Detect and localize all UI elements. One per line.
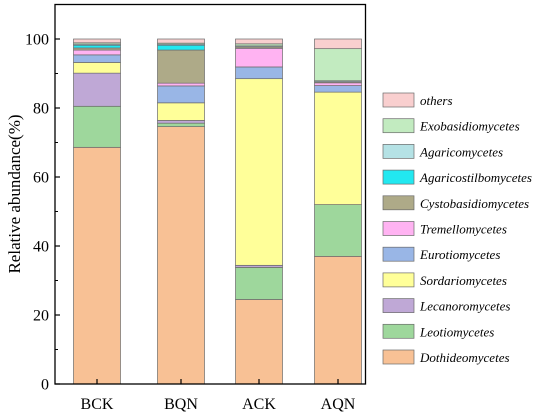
legend-label-cystobasidiomycetes: Cystobasidiomycetes [420,196,529,211]
legend-swatch-sordariomycetes [382,272,415,288]
y-tick-label: 60 [33,170,49,187]
bar-segment-bqn-dothideomycetes [157,126,205,385]
bar-segment-ack-dothideomycetes [235,299,283,385]
bar-segment-bck-agaricostilbomycetes [73,44,121,49]
axes [54,3,367,385]
bar-segment-aqn-leotiomycetes [314,204,362,257]
bar-segment-bck-tremellomycetes [73,49,121,56]
legend-label-others: others [420,93,453,108]
bar-segment-bqn-agaricostilbomycetes [157,44,205,51]
x-tick-label-bqn: BQN [164,396,198,413]
bars [73,38,362,385]
bar-segment-ack-leotiomycetes [235,267,283,300]
legend-label-tremellomycetes: Tremellomycetes [420,222,507,237]
bar-segment-aqn-tremellomycetes [314,82,362,86]
bar-segment-aqn-exobasidiomycetes [314,48,362,82]
bar-segment-ack-others [235,38,283,45]
x-axis-ticks: BCK BQN ACK AQN [81,379,356,413]
plot-frame [54,3,367,385]
legend-swatch-dothideomycetes [382,349,415,365]
y-tick-label: 100 [25,32,49,49]
legend-label-eurotiomycetes: Eurotiomycetes [419,247,500,262]
bar-segment-aqn-eurotiomycetes [314,85,362,93]
legend-label-leotiomycetes: Leotiomycetes [419,324,494,339]
legend-label-exobasidiomycetes: Exobasidiomycetes [419,119,520,134]
bar-segment-ack-sordariomycetes [235,78,283,266]
bar-segment-bck-lecanoromycetes [73,72,121,107]
y-axis-label: Relative abundance(%) [5,114,24,273]
legend-swatch-lecanoromycetes [382,298,415,313]
bar-segment-aqn-sordariomycetes [314,91,362,205]
legend-label-agaricostilbomycetes: Agaricostilbomycetes [419,170,532,185]
bar-segment-bqn-cystobasidiomycetes [157,49,205,84]
bar-segment-bqn-others [157,38,205,44]
legend-swatch-leotiomycetes [382,323,415,339]
legend: others Exobasidiomycetes Agaricomycetes Aga… [382,92,532,365]
legend-label-dothideomycetes: Dothideomycetes [419,350,510,365]
y-axis-ticks: 0 20 40 60 80 100 [25,32,60,394]
y-tick-label: 40 [33,239,49,256]
legend-swatch-tremellomycetes [382,221,415,236]
bar-segment-bqn-tremellomycetes [157,82,205,87]
bar-segment-bck-leotiomycetes [73,105,121,148]
bar-segment-bck-sordariomycetes [73,62,121,74]
bar-segment-bqn-sordariomycetes [157,102,205,121]
y-tick-label: 0 [41,377,49,394]
legend-label-sordariomycetes: Sordariomycetes [420,273,507,288]
legend-label-agaricomycetes: Agaricomycetes [419,144,503,159]
bar-segment-bck-dothideomycetes [73,146,121,385]
legend-swatch-others [382,92,415,108]
bar-segment-bqn-lecanoromycetes [157,120,205,124]
legend-swatch-eurotiomycetes [382,246,415,262]
bar-segment-bqn-eurotiomycetes [157,85,205,104]
bar-segment-bck-others [73,38,121,44]
x-tick-label-bck: BCK [81,396,114,413]
legend-swatch-agaricostilbomycetes [382,169,415,185]
legend-swatch-cystobasidiomycetes [382,195,415,211]
bar-segment-ack-tremellomycetes [235,47,283,68]
legend-label-lecanoromycetes: Lecanoromycetes [419,299,511,314]
bar-segment-aqn-others [314,38,362,50]
bar-segment-bqn-leotiomycetes [157,122,205,127]
bar-segment-ack-eurotiomycetes [235,66,283,80]
x-tick-label-aqn: AQN [321,396,356,413]
bar-segment-aqn-dothideomycetes [314,256,362,385]
y-tick-label: 80 [33,101,49,118]
x-tick-label-ack: ACK [242,396,276,413]
legend-swatch-exobasidiomycetes [382,118,415,134]
bar-segment-bck-eurotiomycetes [73,54,121,63]
legend-swatch-agaricomycetes [382,144,415,159]
y-tick-label: 20 [33,308,49,325]
